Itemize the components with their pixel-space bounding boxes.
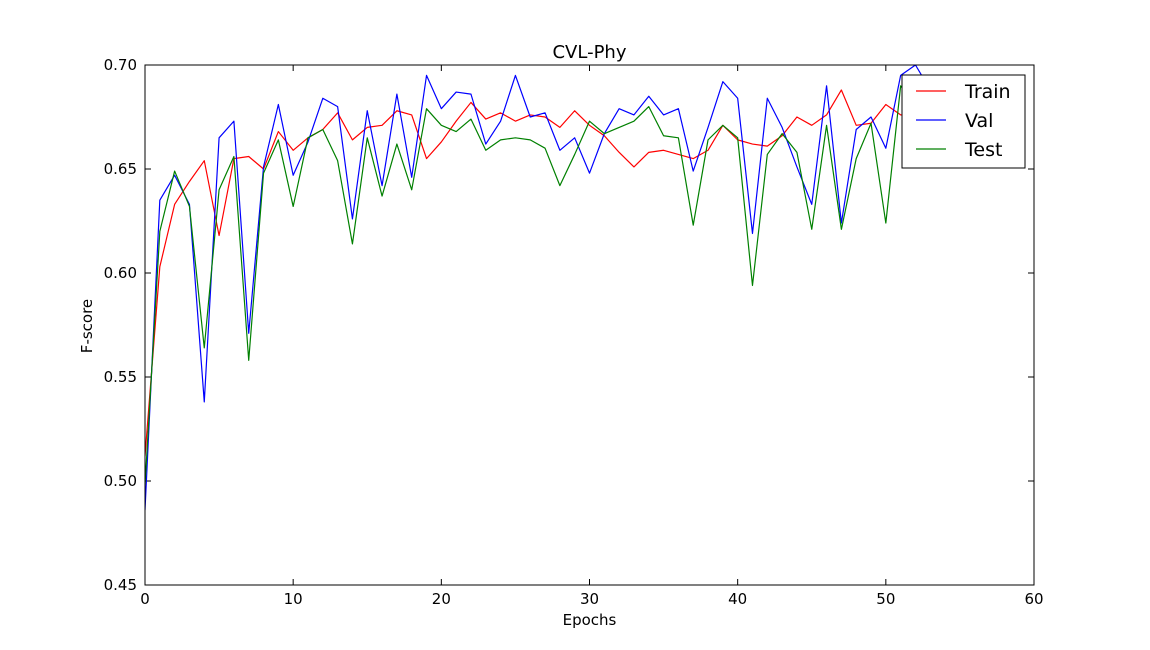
x-tick-label: 10: [284, 590, 303, 608]
y-axis-label: F-score: [78, 299, 96, 353]
x-tick-label: 30: [580, 590, 599, 608]
x-tick-label: 0: [140, 590, 150, 608]
y-tick-label: 0.50: [104, 472, 137, 490]
chart-title: CVL-Phy: [552, 42, 626, 63]
series-line-train: [145, 89, 931, 457]
x-tick-label: 50: [876, 590, 895, 608]
legend-label-val: Val: [965, 110, 993, 132]
plot-frame: [144, 64, 1035, 586]
y-tick-label: 0.55: [104, 368, 137, 386]
y-tick-label: 0.60: [104, 264, 137, 282]
x-tick-label: 60: [1024, 590, 1043, 608]
y-tick-label: 0.45: [104, 576, 137, 594]
x-tick-label: 40: [728, 590, 747, 608]
legend-label-train: Train: [964, 81, 1011, 103]
legend-label-test: Test: [964, 139, 1002, 161]
legend: Train Val Test: [901, 74, 1026, 169]
y-tick-label: 0.65: [104, 160, 137, 178]
axis-ticks: 0 10 20 30 40 50 60 0.45 0.50 0.55 0.60 0.65 0.70: [104, 56, 1044, 608]
y-tick-label: 0.70: [104, 56, 137, 74]
series-line-val: [145, 65, 931, 511]
x-tick-label: 20: [432, 590, 451, 608]
x-axis-label: Epochs: [563, 611, 617, 629]
series-lines: [145, 65, 931, 511]
series-line-test: [145, 85, 931, 486]
